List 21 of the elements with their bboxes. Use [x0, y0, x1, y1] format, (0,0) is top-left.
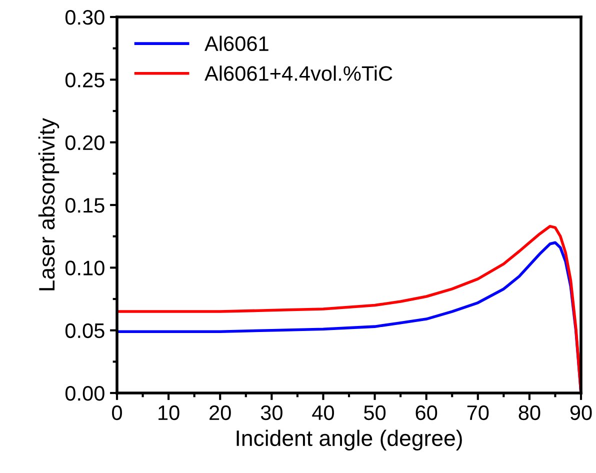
y-tick-label: 0.10 — [65, 260, 104, 276]
y-tick-label: 0.30 — [65, 10, 104, 25]
x-tick-label: 80 — [518, 405, 540, 420]
y-tick-label: 0.15 — [65, 198, 104, 213]
x-tick-label: 50 — [364, 405, 386, 420]
x-tick-label: 40 — [312, 405, 334, 420]
legend-label: Al6061+4.4vol.%TiC — [204, 66, 392, 81]
y-tick-label: 0.25 — [65, 72, 104, 88]
y-tick-label: 0.20 — [65, 135, 104, 150]
x-tick-label: 10 — [158, 405, 180, 420]
y-tick-label: 0.05 — [65, 323, 104, 338]
x-axis-title: Incident angle (degree) — [236, 430, 462, 450]
y-tick-label: 0.00 — [65, 386, 104, 401]
x-tick-label: 30 — [260, 405, 282, 420]
legend-label: Al6061 — [204, 36, 268, 52]
x-tick-label: 0 — [112, 405, 122, 420]
x-tick-label: 70 — [467, 405, 489, 420]
x-tick-label: 20 — [210, 405, 231, 420]
y-axis-title: Laser absorptivity — [38, 118, 60, 290]
x-tick-label: 60 — [416, 405, 438, 420]
x-tick-label: 90 — [570, 405, 592, 420]
